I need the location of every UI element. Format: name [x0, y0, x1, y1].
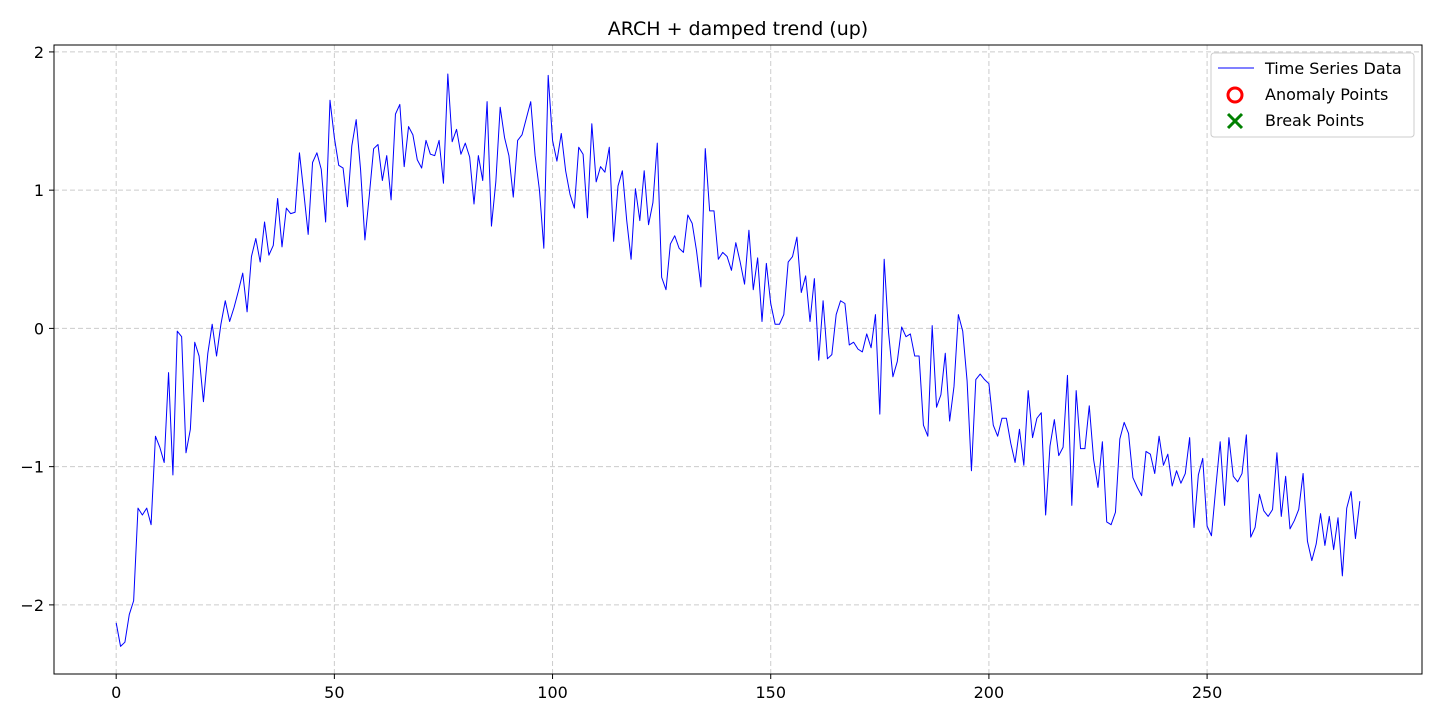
plot-frame — [53, 44, 1423, 675]
x-tick-label: 250 — [1192, 683, 1223, 702]
series-line-time-series-data — [115, 73, 1361, 647]
legend-label-time-series: Time Series Data — [1264, 59, 1402, 78]
legend-box — [1210, 52, 1415, 138]
y-tick-label: 1 — [34, 181, 44, 200]
series-layer — [115, 73, 1361, 647]
x-tick-label: 50 — [324, 683, 344, 702]
chart-title: ARCH + damped trend (up) — [608, 18, 868, 40]
x-tick-label: 100 — [537, 683, 568, 702]
legend: Time Series Data Anomaly Points Break Po… — [1210, 52, 1415, 138]
y-tick-label: 2 — [34, 43, 44, 62]
legend-label-break: Break Points — [1265, 111, 1364, 130]
legend-label-anomaly: Anomaly Points — [1265, 85, 1388, 104]
x-tick-label: 0 — [111, 683, 121, 702]
legend-circle-marker — [1226, 86, 1244, 104]
x-tick-label: 150 — [755, 683, 786, 702]
x-axis: 0 50 100 150 200 250 — [111, 674, 1222, 702]
y-tick-label: −2 — [20, 596, 44, 615]
grid — [54, 45, 1422, 674]
legend-x-marker — [1226, 112, 1244, 130]
x-tick-label: 200 — [974, 683, 1005, 702]
y-axis: −2 −1 0 1 2 — [20, 43, 54, 615]
y-tick-label: 0 — [34, 319, 44, 338]
y-tick-label: −1 — [20, 458, 44, 477]
